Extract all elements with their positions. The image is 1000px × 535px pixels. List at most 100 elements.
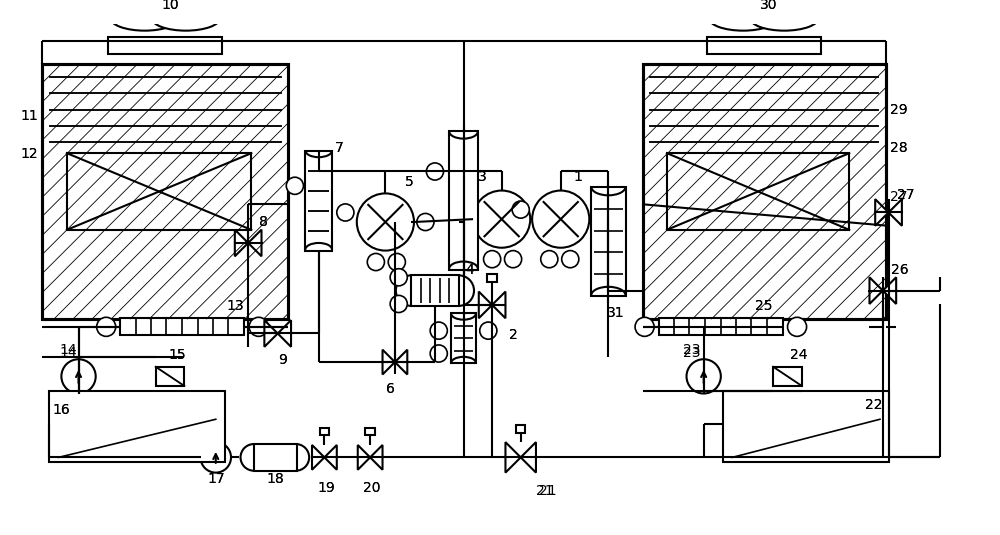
Text: 26: 26 — [891, 263, 909, 277]
Circle shape — [286, 177, 303, 194]
Circle shape — [512, 201, 529, 218]
Ellipse shape — [110, 5, 179, 30]
Text: 19: 19 — [317, 481, 335, 495]
Bar — [411, 276, 459, 306]
Circle shape — [417, 213, 434, 231]
Text: 20: 20 — [363, 481, 381, 495]
Bar — [449, 132, 478, 270]
Circle shape — [201, 442, 231, 472]
Text: 6: 6 — [386, 382, 395, 396]
Text: 28: 28 — [890, 141, 908, 155]
Text: 8: 8 — [259, 215, 268, 229]
Circle shape — [541, 250, 558, 268]
Polygon shape — [521, 442, 536, 472]
Bar — [451, 314, 476, 363]
Text: 24: 24 — [790, 348, 808, 362]
Text: 7: 7 — [335, 141, 344, 155]
Bar — [487, 274, 497, 282]
Circle shape — [390, 295, 407, 312]
Bar — [516, 425, 525, 433]
Text: 20: 20 — [363, 481, 381, 495]
Circle shape — [430, 322, 447, 339]
Bar — [49, 391, 225, 462]
Circle shape — [97, 317, 116, 337]
Circle shape — [788, 317, 807, 337]
Polygon shape — [383, 350, 395, 374]
Text: 23: 23 — [683, 346, 701, 360]
Text: 19: 19 — [317, 481, 335, 495]
Text: 21: 21 — [539, 484, 556, 498]
Text: 26: 26 — [891, 263, 909, 277]
Bar — [659, 318, 783, 335]
Polygon shape — [875, 199, 889, 226]
Text: 27: 27 — [897, 188, 914, 202]
Text: 21: 21 — [536, 484, 553, 498]
Circle shape — [484, 250, 501, 268]
Polygon shape — [248, 230, 262, 256]
Text: 14: 14 — [59, 343, 77, 357]
Text: 8: 8 — [259, 215, 268, 229]
Text: 31: 31 — [607, 305, 625, 319]
Bar — [723, 391, 889, 462]
Text: 10: 10 — [161, 0, 179, 12]
Circle shape — [61, 359, 96, 394]
Polygon shape — [492, 292, 505, 318]
Polygon shape — [324, 445, 337, 470]
Text: 4: 4 — [465, 263, 474, 277]
Circle shape — [687, 359, 721, 394]
Bar — [643, 64, 886, 319]
Text: 3: 3 — [478, 170, 487, 184]
Text: 5: 5 — [405, 175, 414, 189]
Polygon shape — [889, 199, 902, 226]
Text: 17: 17 — [207, 472, 225, 486]
Text: 25: 25 — [755, 299, 772, 313]
Text: 1: 1 — [573, 170, 582, 184]
Circle shape — [337, 204, 354, 221]
Text: 5: 5 — [405, 175, 414, 189]
Text: 16: 16 — [53, 403, 70, 417]
Text: 10: 10 — [161, 0, 179, 12]
Bar — [120, 318, 244, 335]
Text: 24: 24 — [790, 348, 808, 362]
Text: 2: 2 — [509, 328, 517, 342]
Text: 15: 15 — [169, 348, 186, 362]
Bar — [320, 428, 329, 435]
Bar — [667, 153, 849, 230]
Polygon shape — [883, 277, 896, 304]
Polygon shape — [479, 292, 492, 318]
Text: 18: 18 — [266, 472, 284, 486]
Circle shape — [635, 317, 654, 337]
Text: 29: 29 — [890, 103, 908, 117]
Text: 17: 17 — [207, 472, 225, 486]
Text: 18: 18 — [266, 472, 284, 486]
Circle shape — [533, 211, 550, 228]
Ellipse shape — [709, 5, 777, 30]
Polygon shape — [312, 445, 324, 470]
Circle shape — [430, 345, 447, 362]
Text: 14: 14 — [59, 346, 77, 360]
Circle shape — [480, 322, 497, 339]
Text: 30: 30 — [760, 0, 777, 12]
Text: 28: 28 — [890, 141, 908, 155]
Bar — [254, 444, 297, 471]
Circle shape — [390, 269, 407, 286]
Text: 11: 11 — [20, 109, 38, 123]
Text: 29: 29 — [890, 103, 908, 117]
Bar — [305, 150, 332, 250]
Text: 11: 11 — [20, 109, 38, 123]
Text: 9: 9 — [278, 353, 287, 367]
Text: 22: 22 — [865, 398, 882, 412]
Bar — [365, 428, 375, 435]
Text: 13: 13 — [226, 299, 244, 313]
Text: 7: 7 — [335, 141, 344, 155]
Ellipse shape — [750, 5, 819, 30]
Text: 23: 23 — [683, 343, 701, 357]
Polygon shape — [358, 445, 370, 470]
Text: 27: 27 — [890, 190, 908, 204]
Circle shape — [367, 254, 384, 271]
Bar — [108, 37, 222, 54]
Circle shape — [505, 250, 522, 268]
Ellipse shape — [152, 5, 220, 30]
Circle shape — [249, 317, 268, 337]
Circle shape — [426, 163, 444, 180]
